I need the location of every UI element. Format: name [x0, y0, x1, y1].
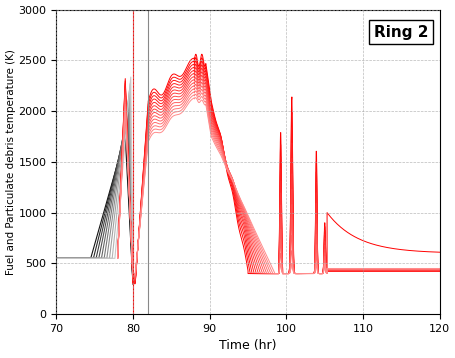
Y-axis label: Fuel and Particulate debris temperature (K): Fuel and Particulate debris temperature … — [5, 49, 15, 275]
X-axis label: Time (hr): Time (hr) — [219, 339, 276, 352]
Text: Ring 2: Ring 2 — [373, 25, 427, 40]
